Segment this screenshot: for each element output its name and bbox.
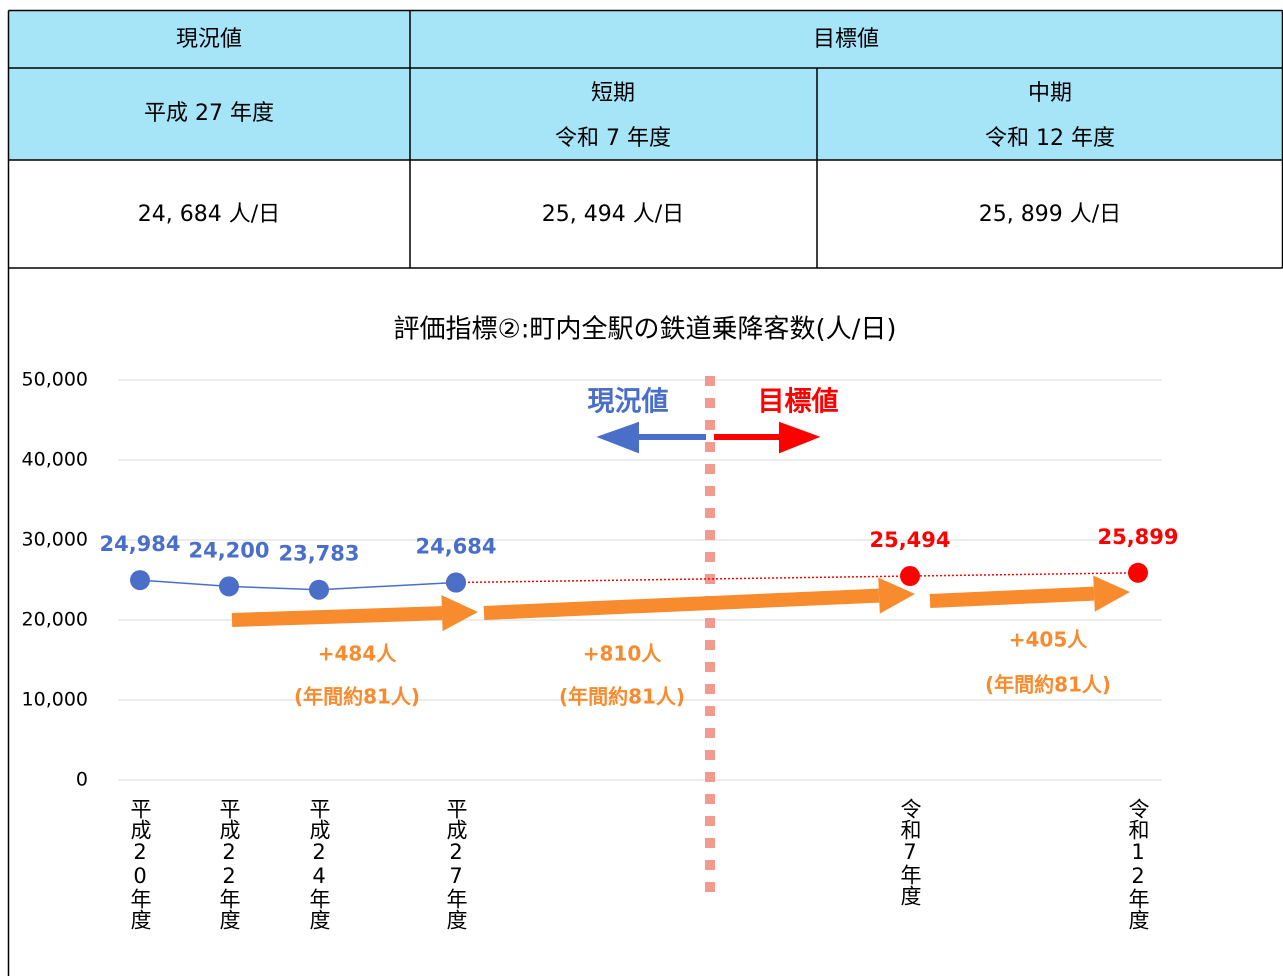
- header-bg: [9, 11, 1282, 68]
- subheader-bg: [9, 68, 1282, 160]
- y-tick-label: 0: [76, 769, 88, 791]
- y-tick-label: 10,000: [22, 689, 88, 711]
- period-cell: 短期: [591, 81, 635, 106]
- trend-arrow-head: [878, 577, 915, 614]
- point: [130, 570, 150, 591]
- trend-arrow-head: [441, 595, 478, 632]
- header-cell: 現況値: [176, 27, 242, 52]
- trend-arrow: [929, 586, 1095, 608]
- value-label: 25,899: [1097, 525, 1178, 549]
- period-cell: 中期: [1028, 81, 1072, 106]
- value-label: 24,200: [188, 538, 269, 562]
- x-tick-label: 平成27年度: [444, 798, 468, 930]
- period-cell: 令和 7 年度: [555, 126, 671, 151]
- value-cell: 25, 494 人/日: [542, 202, 684, 227]
- trend-arrow: [231, 606, 443, 627]
- period-cell: 平成 27 年度: [144, 101, 274, 126]
- y-tick-label: 30,000: [22, 529, 88, 551]
- point: [309, 579, 329, 600]
- x-tick-label: 平成20年度: [128, 798, 152, 930]
- value-label: 24,984: [99, 532, 180, 556]
- y-tick-label: 40,000: [22, 449, 88, 471]
- point: [446, 572, 466, 593]
- annotation: +405人: [1009, 628, 1089, 652]
- header-cell: 目標値: [813, 27, 879, 52]
- point: [1128, 562, 1148, 583]
- annotation: (年間約81人): [294, 685, 420, 709]
- legend-label: 目標値: [758, 387, 839, 418]
- annotation: (年間約81人): [559, 685, 685, 709]
- x-tick-label: 令和7年度: [898, 798, 922, 906]
- arrow-left: [596, 421, 706, 454]
- x-tick-label: 平成22年度: [217, 798, 241, 930]
- trend-arrow-head: [1093, 575, 1130, 612]
- y-tick-label: 50,000: [22, 369, 88, 391]
- value-label: 23,783: [278, 542, 359, 566]
- table-borders: [7, 9, 1283, 976]
- annotation: (年間約81人): [985, 673, 1111, 697]
- x-tick-label: 令和12年度: [1126, 798, 1150, 930]
- value-label: 24,684: [415, 535, 496, 559]
- point: [219, 576, 239, 597]
- legend-label: 現況値: [588, 387, 669, 418]
- annotation: +810人: [583, 642, 663, 666]
- series-line: [139, 579, 457, 591]
- y-tick-label: 20,000: [22, 609, 88, 631]
- series-line: [455, 572, 1139, 584]
- period-cell: 令和 12 年度: [985, 126, 1115, 151]
- point: [900, 566, 920, 587]
- value-cell: 24, 684 人/日: [138, 202, 280, 227]
- x-tick-label: 平成24年度: [307, 798, 331, 930]
- chart-title: 評価指標②:町内全駅の鉄道乗降客数(人/日): [393, 315, 896, 345]
- trend-arrow: [483, 588, 880, 620]
- annotation: +484人: [318, 642, 398, 666]
- value-label: 25,494: [869, 528, 950, 552]
- value-cell: 25, 899 人/日: [979, 202, 1121, 227]
- arrow-right: [714, 421, 821, 454]
